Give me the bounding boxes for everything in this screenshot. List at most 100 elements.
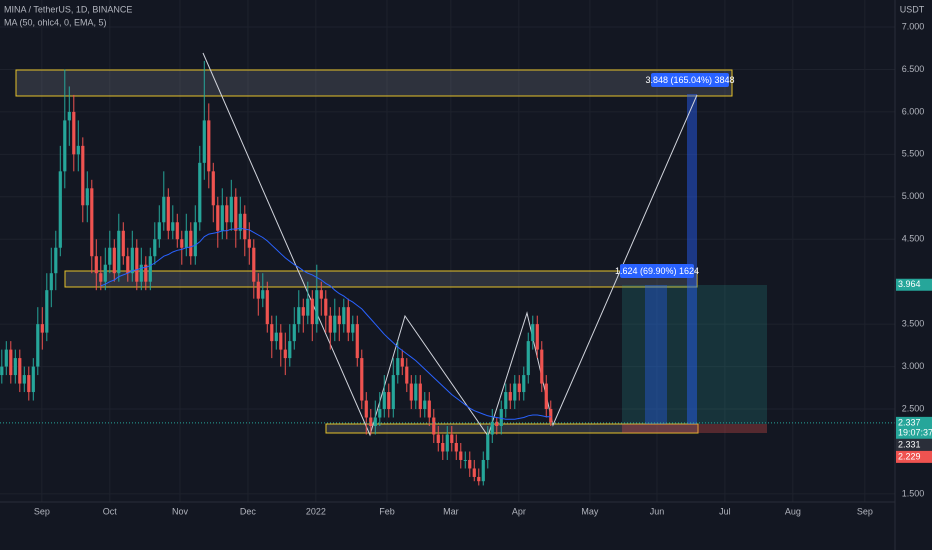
candle-body: [148, 256, 152, 282]
candle-body: [81, 145, 85, 206]
support-zone: [325, 423, 699, 434]
candle-body: [405, 366, 409, 384]
y-tick-label: 3.000: [902, 361, 925, 371]
candle-body: [234, 196, 238, 231]
candle-body: [153, 239, 157, 257]
candle-body: [364, 400, 368, 418]
grid: [0, 0, 895, 502]
measure-2: [687, 94, 697, 424]
candle-body: [144, 264, 148, 282]
candle-body: [216, 205, 220, 231]
candle-body: [337, 315, 341, 325]
candle-body: [508, 392, 512, 401]
candle-body: [90, 188, 94, 257]
x-tick-label: Sep: [34, 506, 50, 516]
x-tick-label: Feb: [379, 506, 395, 516]
candle-body: [225, 205, 229, 223]
candle-body: [544, 383, 548, 410]
candle-body: [373, 417, 377, 427]
axes: 7.000 6.500 6.000 5.500 5.000 4.500 3.500 3.000…: [34, 21, 932, 516]
candle-body: [67, 111, 71, 121]
candle-body: [495, 421, 499, 427]
y-tick-label: 4.500: [902, 234, 925, 244]
resistance-zone: [15, 69, 733, 97]
candle-body: [63, 120, 67, 172]
candle-body: [490, 421, 494, 435]
candle-body: [486, 434, 490, 460]
y-tick-label: 6.000: [902, 106, 925, 116]
candle-body: [270, 324, 274, 342]
candle-body: [301, 307, 305, 316]
candle-body: [108, 247, 112, 265]
candle-body: [121, 230, 125, 257]
candle-body: [180, 239, 184, 248]
candle-body: [40, 324, 44, 333]
candle-body: [297, 307, 301, 325]
candle-body: [243, 213, 247, 240]
candle-body: [139, 264, 143, 282]
candle-body: [463, 459, 467, 461]
candle-body: [238, 213, 242, 231]
candle-body: [184, 230, 188, 248]
ma-line: [100, 227, 551, 420]
candle-body: [450, 434, 454, 443]
candle-body: [292, 324, 296, 342]
annotation: 3.848 (165.04%) 3848: [645, 75, 734, 85]
candle-body: [472, 468, 476, 477]
candle-body: [175, 222, 179, 240]
candle-body: [427, 400, 431, 418]
candle-body: [279, 332, 283, 350]
y-unit: USDT: [900, 4, 925, 14]
candle-body: [265, 290, 269, 325]
candle-body: [162, 196, 166, 223]
long-stop-area: [622, 424, 767, 433]
candle-body: [441, 442, 445, 452]
candle-body: [522, 375, 526, 393]
price-tag-label: 3.964: [898, 279, 921, 289]
price-tag: [896, 438, 932, 451]
candle-body: [13, 358, 17, 376]
measure-1: [645, 285, 667, 424]
candle-body: [171, 222, 175, 231]
y-tick-label: 5.500: [902, 149, 925, 159]
candle-body: [36, 324, 40, 367]
candle-body: [436, 434, 440, 443]
candle-body: [252, 247, 256, 282]
candle-body: [351, 324, 355, 333]
candle-body: [382, 392, 386, 410]
candle-body: [99, 273, 103, 282]
candle-body: [9, 349, 13, 376]
candle-body: [306, 298, 310, 316]
candle-body: [378, 409, 382, 418]
candle-body: [211, 171, 215, 206]
candle-body: [333, 315, 337, 333]
candle-body: [391, 375, 395, 410]
candle-body: [22, 375, 26, 384]
candle-body: [202, 120, 206, 163]
candle-body: [135, 247, 139, 282]
y-tick-label: 5.000: [902, 191, 925, 201]
candle-body: [166, 196, 170, 231]
candle-body: [432, 417, 436, 435]
candle-body: [342, 307, 346, 325]
x-tick-label: Apr: [512, 506, 526, 516]
x-tick-label: Dec: [240, 506, 257, 516]
candle-body: [261, 290, 265, 299]
price-tag: [896, 450, 932, 463]
candle-body: [117, 230, 121, 274]
candle-body: [4, 349, 8, 367]
candle-body: [58, 171, 62, 248]
candle-body: [18, 358, 22, 384]
candle-body: [423, 400, 427, 410]
candles: [0, 60, 895, 486]
drawings: [15, 52, 767, 438]
candle-body: [94, 256, 98, 274]
candle-body: [549, 409, 553, 423]
candle-body: [189, 230, 193, 257]
candle-body: [540, 349, 544, 384]
annotation-box: [620, 264, 694, 278]
candle-body: [414, 383, 418, 401]
candle-body: [454, 442, 458, 452]
candle-body: [76, 145, 80, 155]
